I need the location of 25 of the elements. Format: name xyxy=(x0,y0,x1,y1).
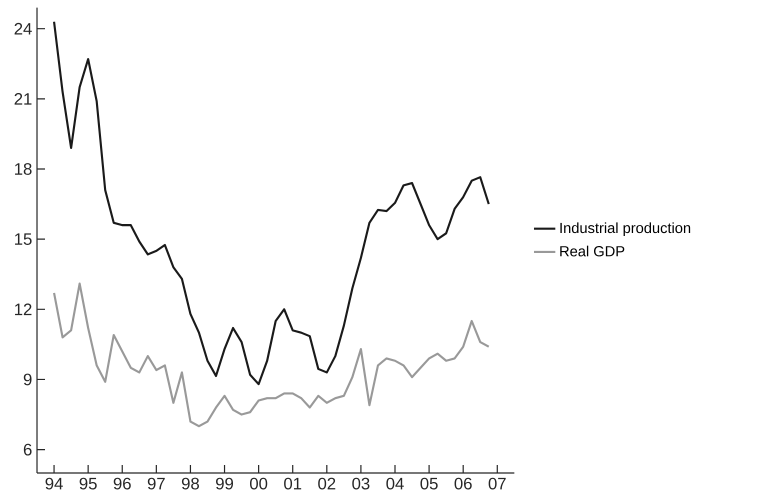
y-tick-label: 15 xyxy=(15,233,32,245)
x-tick-label: 01 xyxy=(284,478,302,490)
x-tick-label: 05 xyxy=(420,478,438,490)
legend-label: Real GDP xyxy=(560,246,624,256)
x-tick-label: 00 xyxy=(250,478,268,490)
legend-label: Industrial production xyxy=(560,222,690,236)
x-tick-label: 97 xyxy=(148,478,165,490)
x-tick-label: 95 xyxy=(80,478,97,490)
y-tick-label: 21 xyxy=(14,93,32,105)
x-tick-label: 99 xyxy=(216,478,234,490)
x-tick-label: 98 xyxy=(182,478,199,490)
y-tick-label: 6 xyxy=(24,444,32,456)
line-series xyxy=(52,20,490,386)
line-series xyxy=(52,282,490,428)
x-tick-label: 94 xyxy=(46,478,63,490)
x-tick-label: 07 xyxy=(488,478,506,490)
y-tick-label: 18 xyxy=(15,163,32,175)
x-tick-label: 04 xyxy=(386,478,404,490)
x-tick-label: 02 xyxy=(318,478,336,490)
x-tick-label: 06 xyxy=(454,478,472,490)
y-tick-label: 24 xyxy=(14,22,32,35)
x-tick-label: 03 xyxy=(352,478,370,490)
y-tick-label: 9 xyxy=(24,374,32,386)
x-tick-label: 96 xyxy=(114,478,131,490)
y-tick-label: 12 xyxy=(15,303,32,316)
